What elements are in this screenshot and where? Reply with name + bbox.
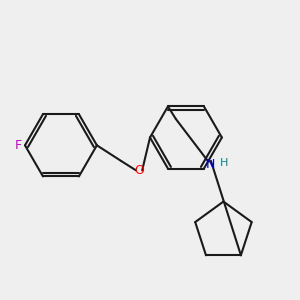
Text: O: O: [134, 164, 144, 177]
Text: N: N: [206, 158, 216, 171]
Text: F: F: [15, 139, 22, 152]
Text: H: H: [220, 158, 228, 167]
